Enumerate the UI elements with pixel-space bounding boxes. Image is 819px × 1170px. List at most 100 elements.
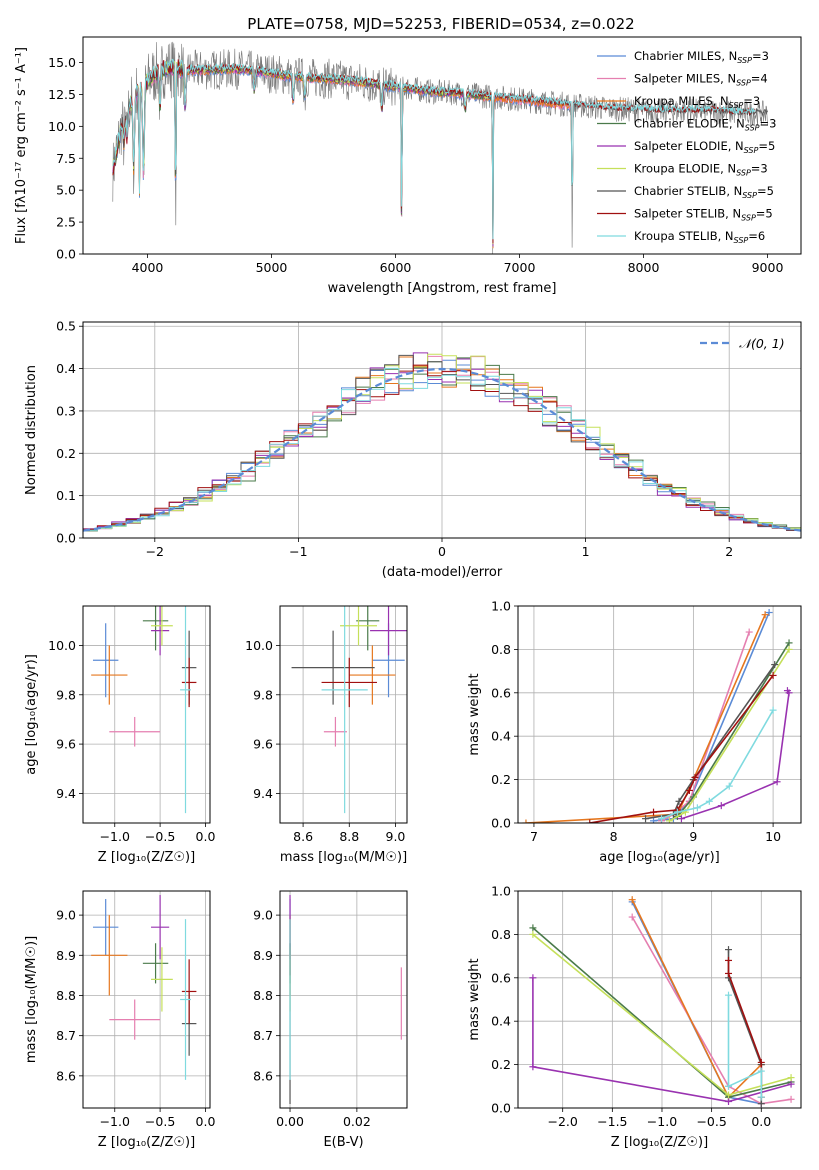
x-tick-label: 5000 xyxy=(256,260,288,275)
y-tick-label: 10.0 xyxy=(48,638,76,653)
y-tick-label: 10.0 xyxy=(48,119,76,134)
y-tick-label: 7.5 xyxy=(56,151,76,166)
x-tick-label: −0.5 xyxy=(145,829,175,844)
histogram-step-line xyxy=(83,367,801,533)
legend-label: Kroupa ELODIE, NSSP=3 xyxy=(634,162,768,178)
axes-frame xyxy=(82,605,211,824)
y-tick-label: 8.7 xyxy=(253,1028,273,1043)
axes-frame xyxy=(82,321,802,539)
legend-label: Salpeter MILES, NSSP=4 xyxy=(634,72,768,88)
model-spectrum-line xyxy=(112,58,756,240)
axes-frame xyxy=(517,890,802,1109)
x-tick-label: 4000 xyxy=(132,260,164,275)
y-tick-label: 9.0 xyxy=(56,908,76,923)
x-tick-label: −1.5 xyxy=(597,1114,627,1129)
legend-label: Salpeter STELIB, NSSP=5 xyxy=(634,207,773,223)
x-tick-label: −1 xyxy=(289,544,307,559)
y-tick-label: 10.0 xyxy=(245,638,273,653)
y-tick-label: 0.0 xyxy=(56,531,76,546)
x-axis-label: age [log₁₀(age/yr)] xyxy=(599,850,720,865)
y-axis-label: mass weight xyxy=(467,673,482,755)
x-tick-label: −1.0 xyxy=(647,1114,677,1129)
x-tick-label: 10 xyxy=(765,829,781,844)
y-axis-label: Flux [fλ10⁻¹⁷ erg cm⁻² s⁻¹ A⁻¹] xyxy=(14,47,29,244)
x-tick-label: 9 xyxy=(689,829,697,844)
y-tick-label: 5.0 xyxy=(56,183,76,198)
axes-frame xyxy=(82,890,211,1109)
y-tick-label: 9.8 xyxy=(56,687,76,702)
histogram-lines xyxy=(83,352,801,533)
y-tick-label: 9.6 xyxy=(253,737,273,752)
x-tick-label: 7 xyxy=(530,829,538,844)
legend-label: Chabrier STELIB, NSSP=5 xyxy=(634,184,774,200)
x-tick-label: 2 xyxy=(725,544,733,559)
weight-series-line xyxy=(661,631,750,822)
y-tick-label: 1.0 xyxy=(491,599,511,614)
x-tick-label: −1.0 xyxy=(100,1114,130,1129)
y-axis-label: mass weight xyxy=(467,958,482,1040)
weight-series-line xyxy=(532,977,792,1103)
x-tick-label: 0.0 xyxy=(751,1114,771,1129)
y-tick-label: 8.8 xyxy=(56,988,76,1003)
spectrum-panel: 4000 5000 6000 7000 8000 9000 0.0 2.5 5.0 7.5 10.0… xyxy=(14,36,802,296)
weight-series-line xyxy=(727,995,763,1098)
y-tick-label: 0.0 xyxy=(491,816,511,831)
x-tick-label: 0.00 xyxy=(276,1114,304,1129)
x-tick-label: 8000 xyxy=(628,260,660,275)
x-tick-label: −1.0 xyxy=(100,829,130,844)
y-axis-label: Normed distribution xyxy=(24,365,39,495)
errorbars xyxy=(291,606,407,814)
weight-series-line xyxy=(631,916,792,1105)
x-tick-label: 8 xyxy=(610,829,618,844)
x-tick-label: −2 xyxy=(146,544,164,559)
y-tick-label: 0.6 xyxy=(491,685,511,700)
residuals-panel: −2 −1 0 1 2 0.0 0.1 0.2 0.3 0.4 0.5 (data-model)/er… xyxy=(24,319,802,580)
y-tick-label: 12.5 xyxy=(48,87,76,102)
y-tick-label: 0.3 xyxy=(56,403,76,418)
mass_age-panel: 8.6 8.8 9.0 9.4 9.6 9.8 10.0 mass [log₁₀(M/M☉)] xyxy=(245,605,408,865)
y-tick-label: 9.0 xyxy=(253,908,273,923)
y-tick-label: 0.5 xyxy=(56,319,76,334)
errorbars xyxy=(289,895,402,1104)
y-tick-label: 0.6 xyxy=(491,970,511,985)
y-tick-label: 0.4 xyxy=(491,729,511,744)
legend-label: Chabrier ELODIE, NSSP=3 xyxy=(634,117,776,133)
normal-reference-curve xyxy=(83,367,801,532)
x-tick-label: 0.0 xyxy=(196,829,216,844)
axes-frame xyxy=(517,605,802,824)
y-tick-label: 8.9 xyxy=(253,948,273,963)
y-tick-label: 0.0 xyxy=(491,1101,511,1116)
z_weight-panel: −2.0 −1.5 −1.0 −0.5 0.0 0.0 0.2 0.4 0.6 0.8 1.0 Z [… xyxy=(467,884,802,1150)
axes-frame xyxy=(82,36,802,255)
x-axis-label: (data-model)/error xyxy=(382,565,503,580)
y-tick-label: 0.0 xyxy=(56,247,76,262)
y-tick-label: 0.2 xyxy=(56,446,76,461)
errorbars xyxy=(91,895,197,1080)
y-tick-label: 9.4 xyxy=(253,786,273,801)
x-tick-label: 9000 xyxy=(752,260,784,275)
weight-lines xyxy=(529,896,795,1108)
y-tick-label: 15.0 xyxy=(48,55,76,70)
y-tick-label: 0.4 xyxy=(491,1014,511,1029)
y-tick-label: 0.4 xyxy=(56,361,76,376)
axes-frame xyxy=(279,605,408,824)
y-tick-label: 8.8 xyxy=(253,988,273,1003)
legend-label: Kroupa STELIB, NSSP=6 xyxy=(634,229,765,245)
legend-label: Chabrier MILES, NSSP=3 xyxy=(634,49,769,65)
x-axis-label: Z [log₁₀(Z/Z☉)] xyxy=(611,1135,708,1150)
weight-lines xyxy=(522,609,793,823)
x-tick-label: 6000 xyxy=(380,260,412,275)
axes-frame xyxy=(279,890,408,1109)
y-tick-label: 9.4 xyxy=(56,786,76,801)
x-tick-label: −2.0 xyxy=(548,1114,578,1129)
weight-series-line xyxy=(661,709,774,820)
y-tick-label: 9.6 xyxy=(56,737,76,752)
x-tick-label: −0.5 xyxy=(145,1114,175,1129)
figure-title: PLATE=0758, MJD=52253, FIBERID=0534, z=0… xyxy=(247,15,634,33)
x-tick-label: 9.0 xyxy=(386,829,406,844)
weight-series-line xyxy=(589,674,774,823)
y-tick-label: 8.6 xyxy=(56,1068,76,1083)
x-tick-label: 1 xyxy=(582,544,590,559)
model-spectrum-line xyxy=(112,59,756,244)
